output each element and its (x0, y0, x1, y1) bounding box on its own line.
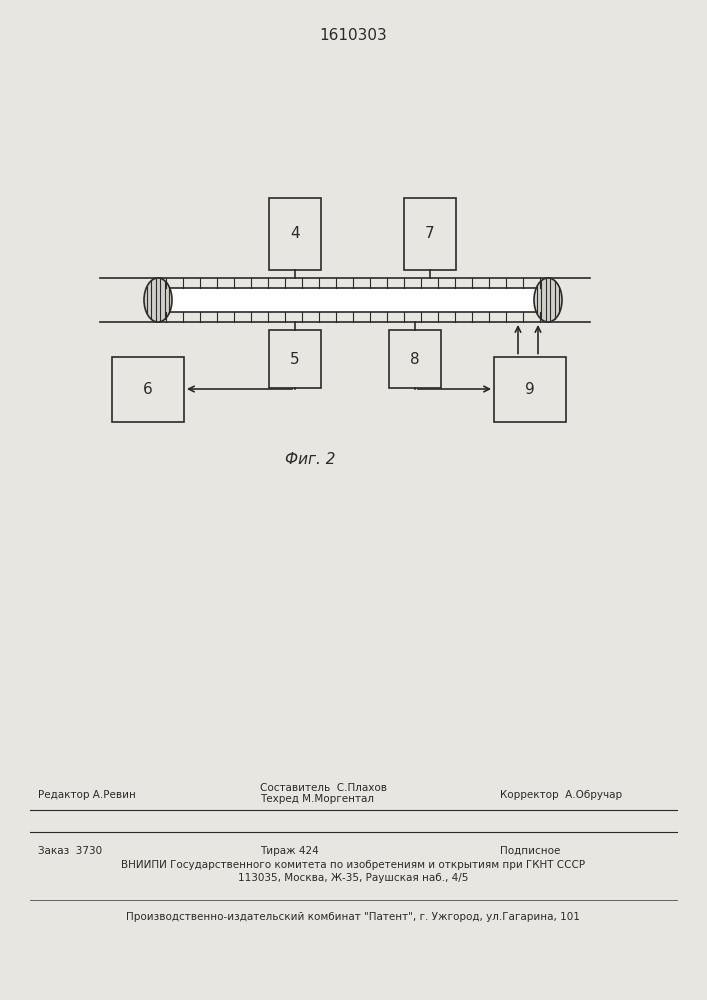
Ellipse shape (534, 278, 562, 322)
Text: 7: 7 (425, 227, 435, 241)
Ellipse shape (144, 278, 172, 322)
Text: 113035, Москва, Ж-35, Раушская наб., 4/5: 113035, Москва, Ж-35, Раушская наб., 4/5 (238, 873, 468, 883)
Bar (494, 357, 566, 422)
Text: Редактор А.Ревин: Редактор А.Ревин (38, 790, 136, 800)
Bar (269, 330, 321, 388)
Bar (404, 198, 456, 270)
Text: 5: 5 (290, 352, 300, 366)
Text: Корректор  А.Обручар: Корректор А.Обручар (500, 790, 622, 800)
Text: Техред М.Моргентал: Техред М.Моргентал (260, 794, 374, 804)
Text: Производственно-издательский комбинат "Патент", г. Ужгород, ул.Гагарина, 101: Производственно-издательский комбинат "П… (126, 912, 580, 922)
Bar (166, 288, 539, 312)
Text: Составитель  С.Плахов: Составитель С.Плахов (260, 783, 387, 793)
Text: 8: 8 (410, 352, 420, 366)
Text: 6: 6 (143, 381, 153, 396)
Bar (269, 198, 321, 270)
Text: 1610303: 1610303 (319, 28, 387, 43)
Text: Заказ  3730: Заказ 3730 (38, 846, 102, 856)
Text: Фиг. 2: Фиг. 2 (285, 452, 335, 466)
Text: 9: 9 (525, 381, 535, 396)
Bar (112, 357, 184, 422)
Text: ВНИИПИ Государственного комитета по изобретениям и открытиям при ГКНТ СССР: ВНИИПИ Государственного комитета по изоб… (121, 860, 585, 870)
Text: Подписное: Подписное (500, 846, 561, 856)
Bar (389, 330, 441, 388)
Text: Тираж 424: Тираж 424 (260, 846, 319, 856)
Text: 4: 4 (290, 227, 300, 241)
